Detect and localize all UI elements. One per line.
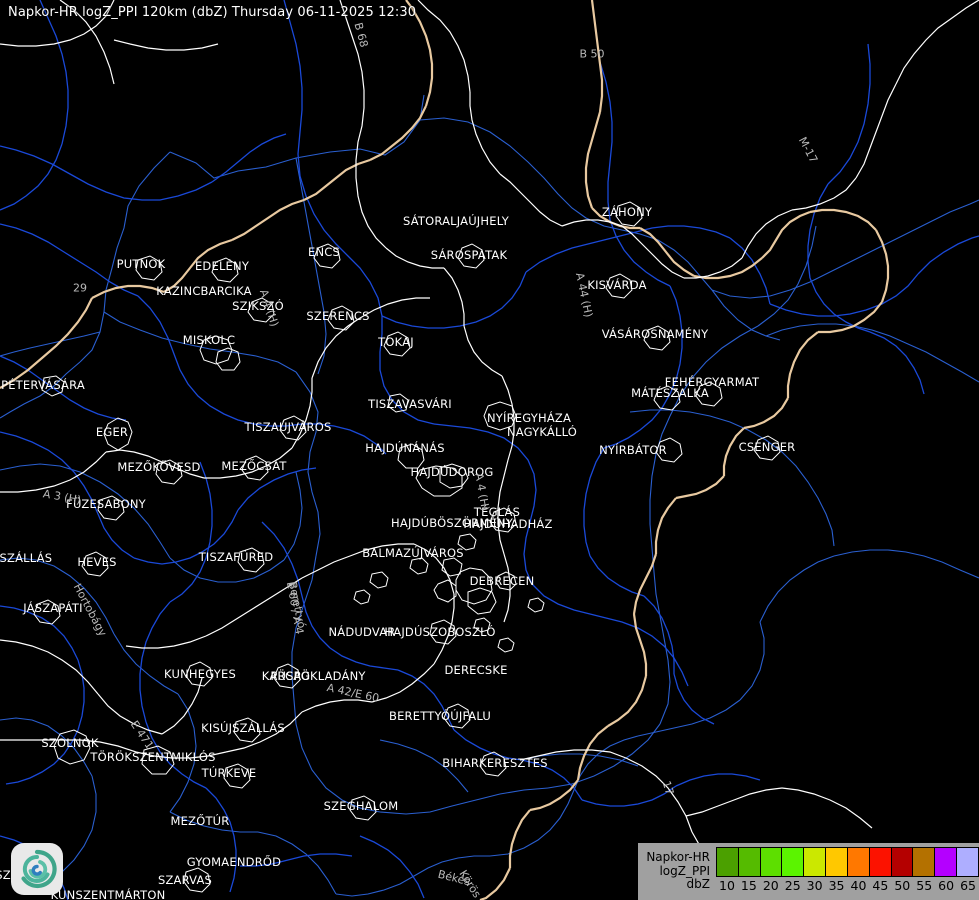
- legend-swatch: [935, 848, 958, 876]
- legend-tick-label: 15: [740, 878, 757, 893]
- legend-swatch: [804, 848, 827, 876]
- legend-tick-label: 25: [784, 878, 801, 893]
- legend-caption-line2: logZ_PPI: [659, 863, 710, 878]
- legend-tick-label: 50: [894, 878, 911, 893]
- legend-swatch: [738, 848, 761, 876]
- title-bar: Napkor-HR logZ_PPI 120km (dbZ) Thursday …: [8, 5, 417, 20]
- legend-swatch: [891, 848, 914, 876]
- legend-caption: Napkor-HR logZ_PPI dbZ: [638, 843, 716, 900]
- legend-tick-label: 30: [806, 878, 823, 893]
- city-outlines: [33, 201, 781, 893]
- county-boundaries: [0, 94, 979, 897]
- legend-swatch: [913, 848, 936, 876]
- legend-swatch: [717, 848, 739, 876]
- legend-swatch: [847, 848, 870, 876]
- legend-tick-label: 20: [762, 878, 779, 893]
- legend-tick-labels: 10152025303540455055606570: [716, 877, 979, 897]
- legend-tick-label: 55: [916, 878, 933, 893]
- legend-swatch: [826, 848, 848, 876]
- legend-panel: Napkor-HR logZ_PPI dbZ 10 15 20 25 30 35 40 45 5…: [638, 843, 979, 900]
- legend-swatch: [957, 848, 978, 876]
- spiral-logo[interactable]: [11, 843, 63, 895]
- legend-tick-label: 65: [960, 878, 976, 893]
- spiral-logo-icon: [21, 849, 57, 889]
- legend-caption-line1: Napkor-HR: [646, 850, 710, 865]
- country-border: [0, 0, 890, 900]
- legend-tick-label: 10: [719, 878, 735, 893]
- legend-swatch: [782, 848, 805, 876]
- legend-tick-label: 35: [828, 878, 845, 893]
- legend-tick-label: 45: [872, 878, 889, 893]
- legend-tick-label: 40: [850, 878, 867, 893]
- legend-caption-line3: dbZ: [686, 877, 710, 892]
- legend-tick-label: 60: [938, 878, 955, 893]
- legend-scale: 10152025303540455055606570: [716, 843, 979, 900]
- legend-swatch: [760, 848, 783, 876]
- legend-swatch: [869, 848, 892, 876]
- legend-color-swatches: [716, 847, 979, 877]
